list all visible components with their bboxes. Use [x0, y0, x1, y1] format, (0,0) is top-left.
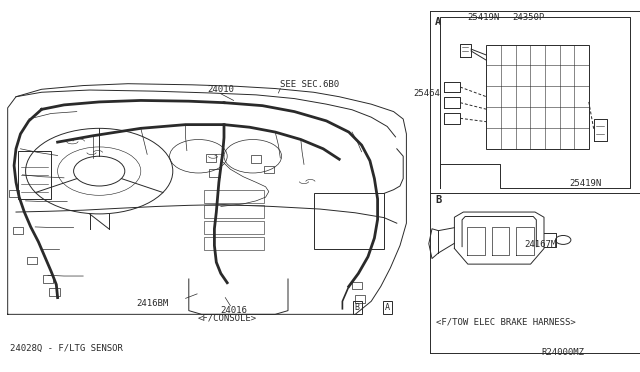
Text: A: A — [385, 303, 390, 312]
Bar — [9, 190, 19, 197]
Bar — [314, 193, 384, 249]
Bar — [209, 169, 220, 177]
Text: <F/CONSOLE>: <F/CONSOLE> — [198, 313, 257, 322]
Text: 25419N: 25419N — [570, 179, 602, 187]
Text: <F/TOW ELEC BRAKE HARNESS>: <F/TOW ELEC BRAKE HARNESS> — [436, 317, 576, 326]
Bar — [486, 45, 589, 149]
Bar — [13, 227, 23, 234]
Bar — [264, 166, 274, 173]
Text: B: B — [435, 195, 442, 205]
Bar — [352, 282, 362, 289]
Text: 24350P: 24350P — [512, 13, 544, 22]
Text: 24016: 24016 — [220, 306, 247, 315]
Bar — [49, 288, 60, 296]
Text: 24028Q - F/LTG SENSOR: 24028Q - F/LTG SENSOR — [10, 344, 122, 353]
Bar — [204, 221, 264, 234]
Text: 25419N: 25419N — [467, 13, 499, 22]
Text: 25464: 25464 — [413, 89, 440, 97]
Bar — [204, 190, 264, 203]
Text: 24010: 24010 — [207, 85, 234, 94]
Text: B: B — [355, 303, 360, 312]
Bar — [27, 257, 37, 264]
Bar — [18, 151, 51, 199]
Bar — [204, 237, 264, 250]
Bar — [204, 205, 264, 218]
Bar — [251, 155, 261, 163]
Text: 24167M: 24167M — [525, 240, 557, 249]
Text: A: A — [435, 17, 442, 27]
Text: 2416BM: 2416BM — [136, 299, 168, 308]
Bar — [355, 295, 365, 303]
Bar — [206, 154, 216, 162]
Bar — [43, 275, 53, 283]
Text: R24000MZ: R24000MZ — [541, 348, 585, 357]
Text: SEE SEC.6B0: SEE SEC.6B0 — [280, 80, 339, 89]
